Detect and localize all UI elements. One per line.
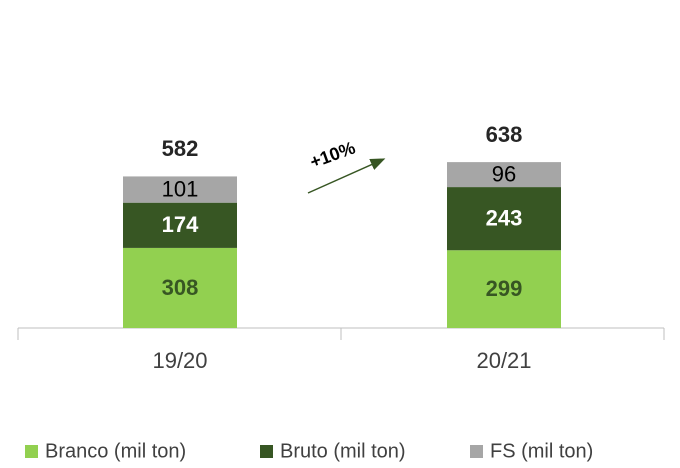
value-label: 96 (492, 161, 516, 186)
annotation: +10% (307, 137, 358, 172)
bar-segment (123, 176, 237, 203)
legend-label: Bruto (mil ton) (280, 440, 406, 462)
value-label: 299 (486, 276, 523, 301)
bar-segment (447, 250, 561, 328)
total-label: 638 (486, 122, 523, 147)
bar-segment (123, 247, 237, 328)
bar-segment (447, 162, 561, 188)
total-label: 582 (162, 136, 199, 161)
legend-swatch (25, 445, 38, 458)
legend-label: FS (mil ton) (490, 440, 593, 462)
value-label: 243 (486, 205, 523, 230)
x-tick-label: 19/20 (152, 348, 207, 373)
value-label: 101 (162, 176, 199, 201)
bar-segment (123, 202, 237, 248)
value-label: 174 (162, 212, 199, 237)
value-label: 308 (162, 275, 199, 300)
growth-arrow (307, 158, 386, 194)
bar-segment (447, 187, 561, 251)
legend-label: Branco (mil ton) (45, 440, 186, 462)
legend-swatch (260, 445, 273, 458)
x-tick-label: 20/21 (476, 348, 531, 373)
legend-swatch (470, 445, 483, 458)
